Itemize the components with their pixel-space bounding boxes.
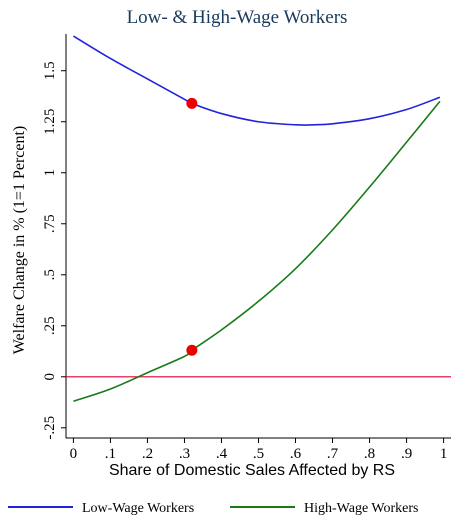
x-axis-label: Share of Domestic Sales Affected by RS xyxy=(109,462,395,479)
y-tick-label: .25 xyxy=(42,316,58,335)
chart-title: Low- & High-Wage Workers xyxy=(127,7,348,28)
x-tick-label: .3 xyxy=(179,446,190,462)
series-line-high-wage xyxy=(73,100,441,403)
series-line-low-wage xyxy=(72,35,441,126)
x-tick-label: 0 xyxy=(70,446,78,462)
legend-label: High-Wage Workers xyxy=(304,501,419,515)
x-tick-label: .6 xyxy=(290,446,302,462)
x-tick-label: 1 xyxy=(440,446,448,462)
x-tick-label: .9 xyxy=(401,446,412,462)
y-axis-label: Welfare Change in % (1=1 Percent) xyxy=(11,126,28,355)
plot-area: -.25 0 .25 .5 .75 1 1.25 1.5 0 .1 .2 .3 .4 .5 .6 .7 .8 .9… xyxy=(42,34,451,462)
legend: Low-Wage Workers High-Wage Workers xyxy=(8,501,419,515)
y-tick-label: 0 xyxy=(42,373,58,381)
x-tick-label: .1 xyxy=(105,446,116,462)
legend-label: Low-Wage Workers xyxy=(82,501,194,515)
x-tick-label: .4 xyxy=(216,446,228,462)
y-tick-label: 1.25 xyxy=(42,109,58,135)
y-tick-label: 1 xyxy=(42,169,58,177)
y-tick-label: -.25 xyxy=(42,416,58,440)
y-tick-label: 1.5 xyxy=(42,61,58,80)
y-tick-label: .5 xyxy=(42,269,58,280)
x-tick-label: .7 xyxy=(327,446,339,462)
data-point-marker xyxy=(186,97,198,109)
data-point-marker xyxy=(186,344,198,356)
x-tick-label: .2 xyxy=(142,446,153,462)
y-tick-label: .75 xyxy=(42,214,58,233)
x-tick-label: .8 xyxy=(364,446,375,462)
x-tick-label: .5 xyxy=(253,446,264,462)
